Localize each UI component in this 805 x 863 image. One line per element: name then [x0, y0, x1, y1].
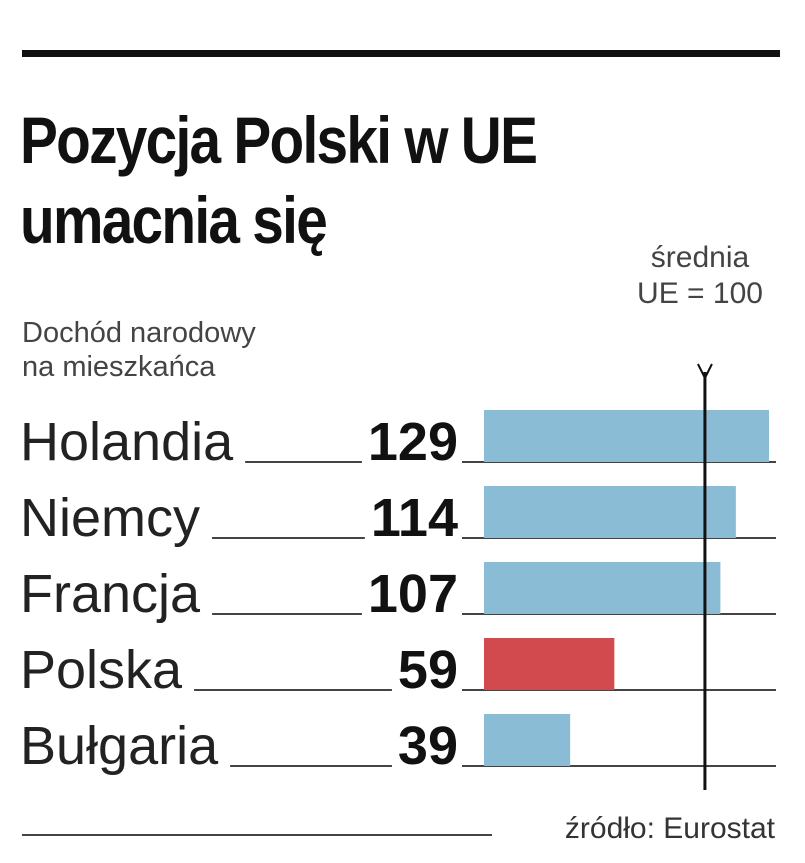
category-label: Holandia — [20, 412, 234, 472]
bar — [484, 714, 571, 766]
bar — [484, 486, 736, 538]
subtitle-line-2: na mieszkańca — [22, 351, 216, 383]
reference-label-line-1: średnia — [650, 241, 750, 274]
value-label: 39 — [398, 716, 458, 776]
top-rule — [22, 50, 780, 57]
arrow-down-icon — [697, 363, 713, 381]
reference-label-line-2: UE = 100 — [637, 277, 763, 310]
category-label: Polska — [20, 640, 183, 700]
value-label: 59 — [398, 640, 458, 700]
bar — [484, 410, 769, 462]
bar — [484, 638, 615, 690]
bar — [484, 562, 721, 614]
category-label: Bułgaria — [20, 716, 219, 776]
value-label: 129 — [368, 412, 458, 472]
value-label: 114 — [371, 488, 458, 548]
title-line-1: Pozycja Polski w UE — [20, 103, 538, 177]
title-line-2: umacnia się — [20, 183, 328, 257]
chart-subtitle: Dochód narodowy na mieszkańca — [22, 316, 256, 384]
category-label: Francja — [20, 564, 201, 624]
subtitle-line-1: Dochód narodowy — [22, 317, 256, 349]
value-label: 107 — [368, 564, 458, 624]
category-label: Niemcy — [20, 488, 200, 548]
bottom-rule — [22, 834, 492, 836]
source-note: źródło: Eurostat — [564, 812, 775, 845]
reference-label: średnia UE = 100 — [610, 240, 790, 312]
chart-title: Pozycja Polski w UE umacnia się — [20, 100, 538, 260]
